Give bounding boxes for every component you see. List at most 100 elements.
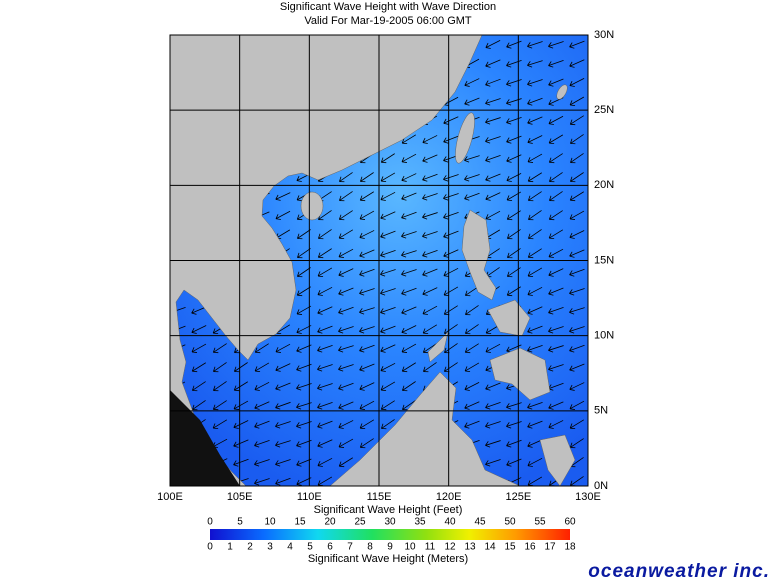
arrow bbox=[401, 287, 417, 296]
meters-tick: 0 bbox=[207, 542, 213, 553]
meters-tick: 4 bbox=[287, 542, 293, 553]
arrow bbox=[485, 59, 501, 68]
arrow bbox=[422, 212, 438, 220]
arrow bbox=[380, 172, 396, 183]
arrow bbox=[464, 343, 479, 354]
arrow bbox=[443, 267, 459, 277]
arrow bbox=[465, 305, 479, 316]
arrow bbox=[359, 344, 375, 353]
arrow bbox=[527, 402, 543, 410]
lat-label: 0N bbox=[594, 480, 608, 492]
arrow bbox=[212, 419, 228, 430]
arrow bbox=[338, 438, 354, 448]
arrow bbox=[548, 420, 564, 429]
feet-tick: 15 bbox=[294, 517, 306, 528]
arrow bbox=[275, 382, 291, 391]
arrow bbox=[401, 269, 417, 277]
feet-tick: 40 bbox=[444, 517, 456, 528]
feet-tick: 45 bbox=[474, 517, 486, 528]
arrow bbox=[464, 381, 480, 391]
arrow bbox=[359, 210, 375, 220]
arrow bbox=[275, 401, 291, 410]
arrow bbox=[275, 210, 291, 220]
arrow bbox=[569, 344, 585, 353]
arrow bbox=[569, 96, 585, 107]
arrow bbox=[317, 267, 333, 278]
arrow bbox=[191, 325, 207, 334]
arrow bbox=[422, 231, 438, 239]
arrow bbox=[338, 306, 354, 315]
arrow bbox=[338, 345, 354, 353]
arrow bbox=[527, 325, 543, 334]
arrow bbox=[359, 249, 375, 258]
arrow bbox=[359, 191, 374, 202]
arrow bbox=[359, 363, 375, 372]
arrow bbox=[359, 400, 375, 410]
arrow bbox=[527, 172, 542, 183]
arrow bbox=[569, 40, 585, 49]
arrow bbox=[317, 439, 333, 448]
arrow bbox=[527, 97, 543, 106]
arrow bbox=[401, 153, 417, 163]
arrow bbox=[338, 287, 354, 296]
meters-tick: 12 bbox=[444, 542, 456, 553]
arrow bbox=[569, 210, 585, 220]
arrow bbox=[548, 345, 564, 353]
meters-tick: 7 bbox=[347, 542, 353, 553]
meters-tick: 9 bbox=[387, 542, 393, 553]
arrow bbox=[191, 381, 206, 392]
arrow bbox=[423, 362, 437, 373]
arrow bbox=[212, 400, 227, 411]
meters-tick: 8 bbox=[367, 542, 373, 553]
arrow bbox=[443, 116, 459, 125]
arrow bbox=[527, 41, 543, 49]
arrow bbox=[506, 79, 522, 87]
arrow bbox=[506, 40, 522, 49]
arrow bbox=[233, 420, 249, 429]
arrow bbox=[317, 325, 333, 334]
arrow bbox=[548, 306, 564, 315]
arrow bbox=[339, 172, 353, 183]
arrow bbox=[485, 210, 501, 220]
arrow bbox=[359, 419, 375, 430]
arrow bbox=[338, 229, 354, 240]
arrow bbox=[485, 117, 501, 125]
arrow bbox=[527, 420, 543, 429]
arrow bbox=[380, 250, 396, 258]
arrow bbox=[548, 248, 564, 258]
arrow bbox=[317, 383, 333, 391]
logo: oceanweather inc. bbox=[588, 561, 770, 581]
arrow bbox=[570, 134, 584, 145]
arrow bbox=[548, 115, 564, 125]
arrow bbox=[317, 345, 333, 353]
arrow bbox=[359, 326, 375, 334]
arrow bbox=[527, 267, 543, 278]
feet-tick: 0 bbox=[207, 517, 213, 528]
arrow bbox=[359, 288, 375, 296]
arrow bbox=[549, 191, 563, 202]
arrow bbox=[402, 400, 416, 411]
lat-label: 5N bbox=[594, 405, 608, 417]
arrow bbox=[527, 135, 543, 144]
arrow bbox=[485, 192, 501, 201]
arrow bbox=[422, 324, 438, 335]
feet-tick: 50 bbox=[504, 517, 516, 528]
arrow bbox=[570, 153, 584, 164]
arrow bbox=[485, 78, 501, 87]
arrow bbox=[401, 306, 417, 315]
arrow bbox=[485, 382, 501, 391]
arrow bbox=[506, 135, 522, 144]
feet-tick: 35 bbox=[414, 517, 426, 528]
arrow bbox=[443, 212, 459, 220]
arrow bbox=[527, 116, 543, 125]
arrow bbox=[359, 230, 375, 239]
arrow bbox=[548, 287, 564, 296]
arrow bbox=[338, 210, 353, 221]
color-bar bbox=[210, 529, 570, 540]
arrow bbox=[464, 155, 480, 163]
arrow bbox=[569, 400, 585, 410]
arrow bbox=[380, 400, 395, 411]
arrow bbox=[485, 459, 501, 467]
arrow bbox=[191, 362, 206, 373]
